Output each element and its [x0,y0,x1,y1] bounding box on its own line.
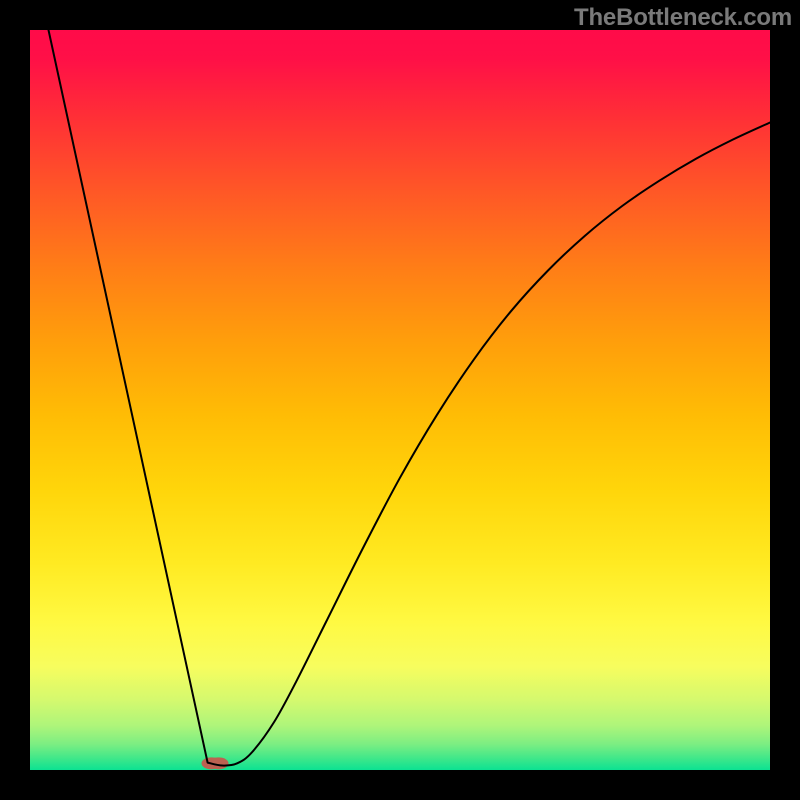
watermark-text: TheBottleneck.com [574,4,792,32]
chart-frame: TheBottleneck.com [0,0,800,800]
gradient-background [30,30,770,770]
trough-marker [202,757,229,769]
plot-svg [30,30,770,770]
plot-area [30,30,770,770]
